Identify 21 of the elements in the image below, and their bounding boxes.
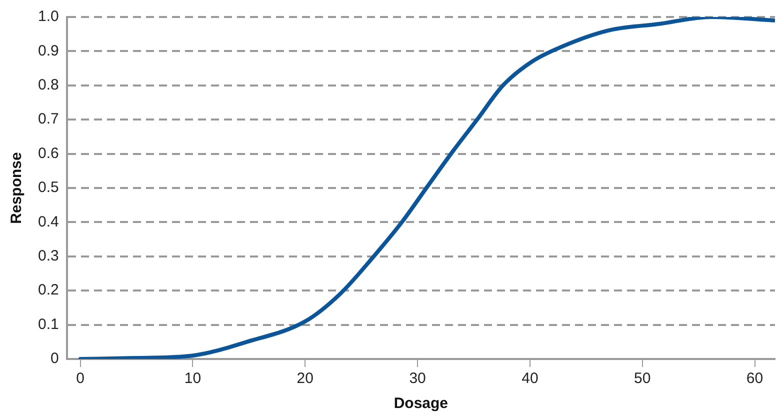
y-tick-label: 0.3 bbox=[38, 248, 59, 265]
y-tick-label: 0.1 bbox=[38, 316, 59, 333]
y-tick-label: 0.9 bbox=[38, 42, 59, 60]
y-tick-label: 0.7 bbox=[38, 110, 59, 128]
x-tick-label: 50 bbox=[634, 370, 651, 388]
y-tick-label: 1.0 bbox=[38, 8, 59, 26]
x-tick-label: 10 bbox=[184, 370, 202, 388]
y-tick-label: 0.8 bbox=[38, 76, 59, 94]
y-tick-label: 0.2 bbox=[38, 282, 59, 299]
y-tick-label: 0.5 bbox=[38, 179, 59, 196]
y-tick-label: 0.4 bbox=[38, 213, 59, 230]
y-tick-label: 0.6 bbox=[38, 144, 59, 162]
x-tick-label: 20 bbox=[296, 370, 314, 388]
x-tick-label: 0 bbox=[76, 370, 85, 388]
x-axis-title: Dosage bbox=[394, 395, 448, 412]
y-tick-label: 0 bbox=[50, 350, 59, 368]
x-tick-label: 60 bbox=[746, 370, 764, 388]
x-tick-label: 30 bbox=[409, 370, 426, 388]
line-series bbox=[78, 17, 775, 359]
y-axis-title: Response bbox=[8, 152, 26, 224]
x-tick-label: 40 bbox=[522, 370, 538, 388]
